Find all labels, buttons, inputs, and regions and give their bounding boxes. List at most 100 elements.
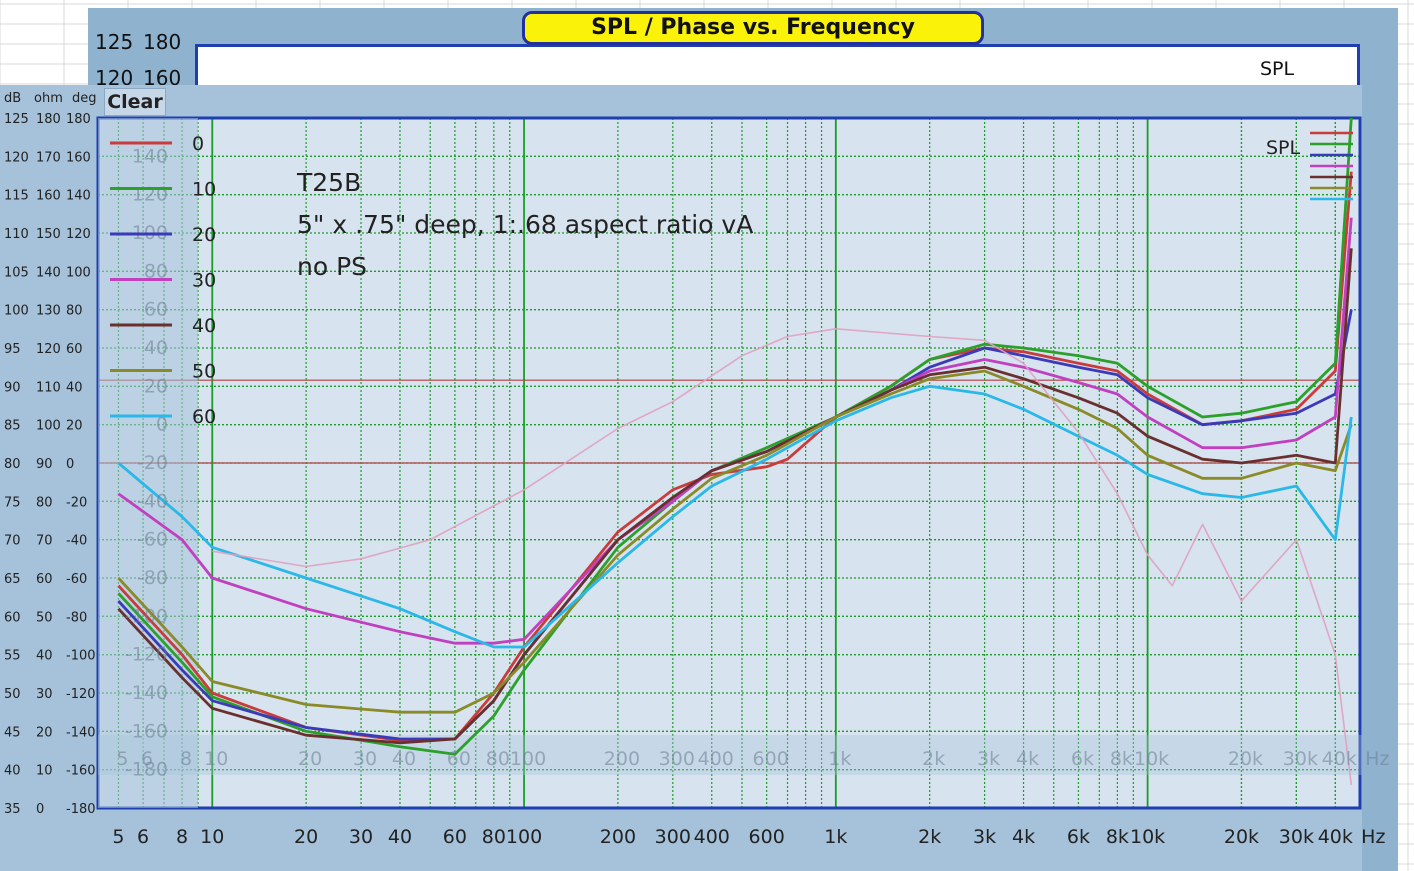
y-tick-ohm: 20 (36, 725, 53, 740)
legend-value: 0 (192, 133, 204, 155)
y-tick-deg: 40 (66, 380, 83, 395)
x-tick-label: 20k (1224, 826, 1259, 848)
x-tick-label-faded: 5 (116, 748, 128, 770)
x-tick-label-faded: 2k (922, 748, 945, 770)
legend-value: 40 (192, 315, 216, 337)
x-tick-label-faded: Hz (1365, 748, 1389, 770)
y-tick-db: 110 (4, 227, 29, 242)
x-tick-label-faded: 8 (180, 748, 192, 770)
window-edge (1362, 85, 1398, 871)
y-tick-deg: 140 (66, 189, 91, 204)
x-tick-label: 3k (973, 826, 996, 848)
x-tick-label: 30 (349, 826, 373, 848)
back-deg-tick: 180 (143, 30, 182, 54)
x-tick-label: 1k (824, 826, 847, 848)
x-tick-label-faded: 40 (392, 748, 416, 770)
inner-scale-label: 60 (144, 299, 168, 321)
x-tick-label: 20 (294, 826, 318, 848)
inner-scale-label: 120 (132, 184, 168, 206)
y-tick-db: 80 (4, 457, 21, 472)
x-tick-label-faded: 400 (698, 748, 734, 770)
x-tick-label-faded: 6 (141, 748, 153, 770)
y-tick-ohm: 40 (36, 649, 53, 664)
y-tick-deg: -180 (66, 802, 96, 817)
y-tick-db: 90 (4, 380, 21, 395)
legend-value: 50 (192, 361, 216, 383)
y-tick-deg: -120 (66, 687, 96, 702)
inner-scale-label: -20 (137, 452, 168, 474)
y-tick-db: 65 (4, 572, 21, 587)
y-tick-deg: 120 (66, 227, 91, 242)
x-tick-label: 40k (1318, 826, 1353, 848)
x-tick-label-faded: 60 (447, 748, 471, 770)
x-tick-label: 300 (655, 826, 691, 848)
legend-value: 60 (192, 406, 216, 428)
y-tick-deg: -140 (66, 725, 96, 740)
y-tick-deg: -100 (66, 649, 96, 664)
y-tick-ohm: 120 (36, 342, 61, 357)
y-tick-deg: -160 (66, 764, 96, 779)
x-tick-label: 40 (388, 826, 412, 848)
y-tick-ohm: 110 (36, 380, 61, 395)
y-tick-db: 115 (4, 189, 29, 204)
x-tick-label-faded: 6k (1071, 748, 1094, 770)
inner-scale-label: 40 (144, 337, 168, 359)
x-tick-label-faded: 80 (486, 748, 510, 770)
y-tick-ohm: 140 (36, 265, 61, 280)
back-db-tick: 125 (95, 30, 134, 54)
y-tick-db: 125 (4, 112, 29, 127)
inner-scale-label: 0 (156, 414, 168, 436)
x-tick-label: 6 (137, 826, 149, 848)
y-tick-deg: -20 (66, 495, 87, 510)
y-tick-ohm: 170 (36, 150, 61, 165)
series-line-60 (117, 384, 1353, 649)
legend-label: SPL (1266, 137, 1301, 159)
db-units-label: dB (4, 91, 22, 106)
y-tick-db: 75 (4, 495, 21, 510)
y-tick-db: 60 (4, 610, 21, 625)
inner-scale-label: 20 (144, 375, 168, 397)
x-tick-label: 10 (200, 826, 224, 848)
inner-scale-label: -60 (137, 529, 168, 551)
inner-scale-label: 80 (144, 260, 168, 282)
y-tick-db: 50 (4, 687, 21, 702)
x-tick-label: 10k (1130, 826, 1165, 848)
inner-scale-label: 140 (132, 145, 168, 167)
x-tick-label-faded: 200 (604, 748, 640, 770)
y-tick-deg: 160 (66, 150, 91, 165)
clear-button[interactable]: Clear (104, 88, 166, 116)
x-tick-label-faded: 40k (1322, 748, 1357, 770)
y-tick-db: 120 (4, 150, 29, 165)
x-tick-label-faded: 20k (1228, 748, 1263, 770)
y-tick-db: 45 (4, 725, 21, 740)
y-tick-deg: -60 (66, 572, 87, 587)
x-tick-label: 30k (1279, 826, 1314, 848)
y-tick-db: 35 (4, 802, 21, 817)
annotation-model: T25B (297, 168, 362, 197)
inner-scale-label: -160 (125, 720, 168, 742)
y-tick-deg: 180 (66, 112, 91, 127)
x-tick-label: 8k (1106, 826, 1129, 848)
x-tick-label-faded: 10k (1134, 748, 1169, 770)
annotation-note: no PS (297, 252, 368, 281)
x-tick-label-faded: 30k (1283, 748, 1318, 770)
legend-value: 20 (192, 224, 216, 246)
chart-title: SPL / Phase vs. Frequency (522, 11, 984, 45)
series-line-50 (117, 369, 1353, 714)
x-tick-label: 4k (1012, 826, 1035, 848)
y-tick-db: 70 (4, 534, 21, 549)
y-tick-ohm: 130 (36, 304, 61, 319)
y-tick-ohm: 150 (36, 227, 61, 242)
x-tick-label: 200 (600, 826, 636, 848)
legend-value: 30 (192, 270, 216, 292)
y-tick-ohm: 160 (36, 189, 61, 204)
x-tick-label-faded: 100 (510, 748, 546, 770)
inner-scale-label: -100 (125, 605, 168, 627)
y-tick-ohm: 180 (36, 112, 61, 127)
x-tick-label-faded: 4k (1016, 748, 1039, 770)
x-tick-label-faded: 300 (659, 748, 695, 770)
y-tick-ohm: 80 (36, 495, 53, 510)
legend-value: 10 (192, 179, 216, 201)
y-tick-deg: -80 (66, 610, 87, 625)
